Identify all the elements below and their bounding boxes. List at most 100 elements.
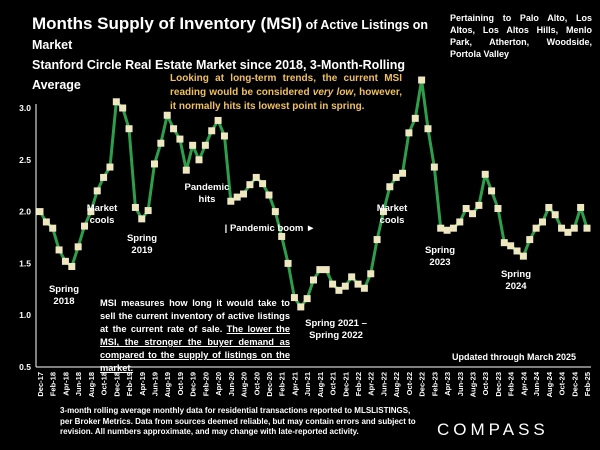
y-tick-label: 1.5 bbox=[19, 258, 31, 268]
x-tick-label: Oct-22 bbox=[405, 372, 414, 395]
chart-annotation: Spring 2019 bbox=[127, 233, 157, 256]
data-point bbox=[252, 173, 260, 181]
data-point bbox=[246, 181, 254, 189]
data-point bbox=[570, 224, 578, 232]
data-point bbox=[545, 203, 553, 211]
data-point bbox=[424, 125, 432, 133]
data-point bbox=[176, 135, 184, 143]
data-point bbox=[271, 208, 279, 216]
data-point bbox=[488, 187, 496, 195]
x-tick-label: Dec-18 bbox=[112, 372, 121, 397]
footnote: 3-month rolling average monthly data for… bbox=[60, 406, 416, 436]
x-tick-label: Feb-22 bbox=[354, 372, 363, 396]
chart-annotation: | Pandemic boom ► bbox=[225, 223, 316, 234]
data-point bbox=[532, 224, 540, 232]
x-tick-label: Apr-20 bbox=[214, 372, 223, 396]
data-point bbox=[214, 116, 222, 124]
title-line2: Stanford Circle Real Estate Market since… bbox=[32, 58, 406, 92]
x-tick-label: Oct-24 bbox=[558, 371, 567, 395]
y-tick-label: 0.5 bbox=[19, 362, 31, 372]
title-sub: of Active Listings on Market bbox=[32, 18, 429, 52]
x-tick-label: Apr-18 bbox=[61, 372, 70, 396]
definition-underlined: The lower the MSI, the stronger the buye… bbox=[100, 324, 291, 373]
trend-note-emphasis: very low bbox=[312, 87, 354, 98]
data-point bbox=[329, 280, 337, 288]
x-tick-label: Aug-19 bbox=[163, 372, 172, 397]
data-point bbox=[49, 224, 57, 232]
data-point bbox=[125, 125, 133, 133]
data-point bbox=[475, 201, 483, 209]
chart-annotation: Market cools bbox=[87, 203, 118, 226]
x-tick-label: Oct-18 bbox=[100, 372, 109, 395]
data-point bbox=[55, 246, 63, 254]
data-point bbox=[494, 204, 502, 212]
chart-annotation: Market cools bbox=[377, 203, 408, 226]
data-point bbox=[437, 224, 445, 232]
data-point bbox=[538, 218, 546, 226]
data-point bbox=[367, 270, 375, 278]
x-tick-label: Dec-17 bbox=[36, 372, 45, 397]
data-point bbox=[297, 303, 305, 311]
data-point bbox=[316, 266, 324, 274]
x-tick-label: Feb-18 bbox=[49, 372, 58, 396]
data-point bbox=[405, 129, 413, 137]
x-tick-label: Oct-20 bbox=[252, 372, 261, 395]
compass-logo: COMPASS bbox=[437, 420, 549, 439]
data-point bbox=[379, 208, 387, 216]
data-point bbox=[462, 204, 470, 212]
data-point bbox=[558, 224, 566, 232]
data-point bbox=[519, 252, 527, 260]
data-point bbox=[220, 132, 228, 140]
data-point bbox=[392, 173, 400, 181]
definition-note: MSI measures how long it would take to s… bbox=[100, 297, 290, 375]
chart-annotation: Pandemic hits bbox=[185, 182, 230, 205]
data-point bbox=[526, 236, 534, 244]
data-point bbox=[36, 208, 44, 216]
data-point bbox=[513, 247, 521, 255]
data-point bbox=[551, 211, 559, 219]
region-note: Pertaining to Palo Alto, Los Altos, Los … bbox=[450, 13, 592, 59]
x-tick-label: Dec-19 bbox=[189, 372, 198, 397]
data-point bbox=[259, 180, 267, 188]
data-point bbox=[182, 166, 190, 174]
data-point bbox=[138, 215, 146, 223]
data-point bbox=[106, 163, 114, 171]
x-tick-label: Aug-20 bbox=[240, 372, 249, 397]
x-tick-label: Apr-24 bbox=[519, 371, 528, 396]
x-tick-label: Jun-20 bbox=[227, 372, 236, 396]
data-point bbox=[208, 127, 216, 135]
data-point bbox=[418, 76, 426, 84]
x-tick-label: Dec-20 bbox=[265, 372, 274, 397]
data-point bbox=[373, 236, 381, 244]
x-tick-label: Oct-23 bbox=[481, 372, 490, 395]
data-point bbox=[322, 266, 330, 274]
x-tick-label: Jun-22 bbox=[379, 372, 388, 396]
title-main: Months Supply of Inventory (MSI) bbox=[32, 14, 303, 33]
x-tick-label: Oct-19 bbox=[176, 372, 185, 395]
x-tick-label: Apr-21 bbox=[290, 372, 299, 396]
data-point bbox=[100, 173, 108, 181]
data-point bbox=[189, 141, 197, 149]
data-point bbox=[284, 259, 292, 267]
data-point bbox=[131, 203, 139, 211]
data-point bbox=[93, 187, 101, 195]
x-tick-label: Jun-24 bbox=[532, 371, 541, 396]
data-point bbox=[290, 294, 298, 302]
data-point bbox=[500, 239, 508, 247]
x-tick-label: Feb-23 bbox=[430, 372, 439, 396]
data-point bbox=[170, 125, 178, 133]
chart-annotation: Spring 2024 bbox=[501, 269, 531, 292]
data-point bbox=[201, 141, 209, 149]
x-tick-label: Feb-19 bbox=[125, 372, 134, 396]
x-tick-label: Aug-24 bbox=[545, 371, 554, 397]
x-tick-label: Dec-22 bbox=[418, 372, 427, 397]
data-point bbox=[443, 226, 451, 234]
y-tick-label: 1.0 bbox=[19, 310, 31, 320]
x-tick-label: Dec-24 bbox=[570, 371, 579, 396]
trend-note-pre: Looking at long-term trends, the current… bbox=[170, 73, 402, 98]
data-point bbox=[303, 295, 311, 303]
y-tick-label: 2.5 bbox=[19, 155, 31, 165]
data-point bbox=[335, 286, 343, 294]
data-point bbox=[456, 218, 464, 226]
